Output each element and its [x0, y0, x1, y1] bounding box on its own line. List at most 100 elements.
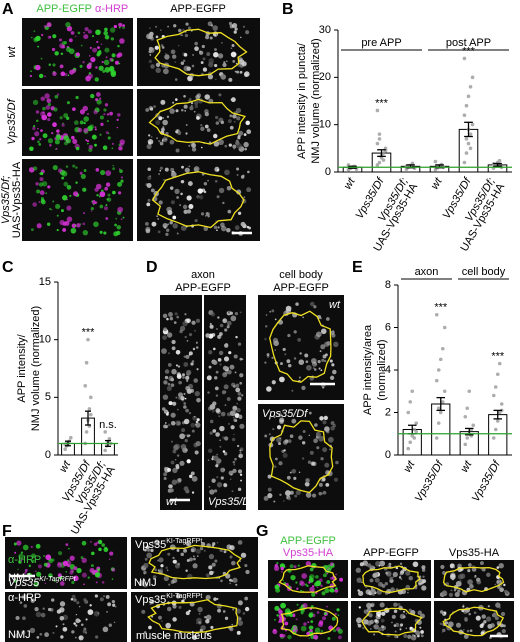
speckle	[97, 46, 100, 49]
speckle	[146, 143, 152, 150]
speckle	[172, 559, 177, 564]
speckle	[226, 185, 232, 191]
speckle	[186, 369, 192, 375]
speckle	[207, 74, 214, 80]
speckle	[230, 51, 237, 58]
speckle	[209, 489, 215, 495]
y-tick-label: 20	[319, 71, 331, 83]
speckle	[455, 580, 462, 587]
speckle	[40, 57, 43, 60]
speckle	[407, 589, 409, 591]
speckle	[73, 622, 76, 625]
speckle	[155, 62, 161, 68]
speckle	[160, 99, 166, 105]
speckle	[213, 455, 219, 461]
speckle	[231, 22, 238, 29]
speckle	[66, 184, 72, 190]
speckle	[217, 316, 220, 319]
speckle	[162, 178, 166, 181]
image-label: Vps35KI-TagRFPt	[135, 593, 202, 606]
speckle	[193, 557, 196, 561]
speckle	[75, 613, 78, 616]
speckle	[355, 567, 361, 573]
speckle	[92, 35, 95, 38]
speckle	[306, 364, 312, 371]
outline	[362, 565, 421, 594]
speckle	[119, 142, 124, 147]
speckle	[207, 459, 210, 461]
speckle	[80, 623, 84, 627]
speckle	[96, 99, 102, 105]
speckle	[82, 229, 89, 236]
speckle	[318, 491, 323, 496]
speckle	[167, 363, 172, 367]
speckle	[182, 204, 188, 210]
speckle	[47, 35, 52, 39]
speckle	[462, 605, 465, 608]
speckle	[337, 628, 343, 634]
speckle	[229, 311, 234, 315]
speckle	[237, 136, 241, 140]
speckle	[192, 415, 197, 421]
speckle	[160, 564, 164, 568]
speckle	[335, 460, 339, 465]
speckle	[60, 52, 64, 56]
speckle	[200, 61, 204, 64]
speckle	[165, 622, 171, 629]
speckle	[31, 559, 35, 563]
speckle	[289, 471, 292, 474]
speckle	[298, 471, 301, 474]
speckle	[184, 397, 187, 400]
speckle	[145, 545, 150, 550]
speckle	[175, 350, 181, 355]
speckle	[238, 469, 243, 474]
speckle	[30, 598, 35, 603]
speckle	[214, 559, 218, 563]
speckle	[209, 404, 216, 410]
speckle	[499, 587, 504, 593]
speckle	[181, 165, 184, 169]
speckle	[204, 214, 207, 217]
speckle	[302, 441, 306, 445]
speckle	[316, 446, 320, 450]
speckle	[389, 576, 393, 581]
y-tick-label: 10	[319, 119, 331, 131]
speckle	[240, 479, 242, 482]
speckle	[293, 625, 298, 630]
data-point	[462, 160, 467, 165]
speckle	[43, 562, 48, 567]
speckle	[83, 127, 89, 133]
speckle	[312, 493, 317, 498]
speckle	[35, 110, 40, 114]
speckle	[293, 330, 297, 334]
speckle	[175, 396, 178, 399]
speckle	[325, 353, 328, 357]
speckle	[53, 579, 57, 582]
speckle	[32, 202, 37, 207]
speckle	[158, 615, 162, 620]
speckle	[61, 44, 66, 49]
data-point	[466, 94, 471, 99]
speckle	[230, 315, 237, 322]
speckle	[170, 412, 176, 418]
speckle	[244, 73, 248, 77]
speckle	[212, 429, 217, 433]
speckle	[94, 201, 98, 205]
speckle	[264, 361, 267, 364]
speckle	[22, 616, 26, 621]
speckle	[191, 475, 198, 482]
speckle	[150, 64, 155, 69]
speckle	[80, 173, 86, 179]
speckle	[122, 216, 125, 219]
x-tick-label: wt	[458, 458, 474, 474]
speckle	[283, 440, 288, 445]
micrograph	[22, 18, 133, 86]
speckle	[501, 629, 506, 634]
speckle	[35, 611, 42, 618]
speckle	[231, 623, 234, 626]
speckle	[204, 616, 207, 619]
data-point	[434, 312, 439, 317]
speckle	[232, 144, 237, 149]
speckle	[191, 360, 195, 363]
speckle	[374, 619, 380, 624]
